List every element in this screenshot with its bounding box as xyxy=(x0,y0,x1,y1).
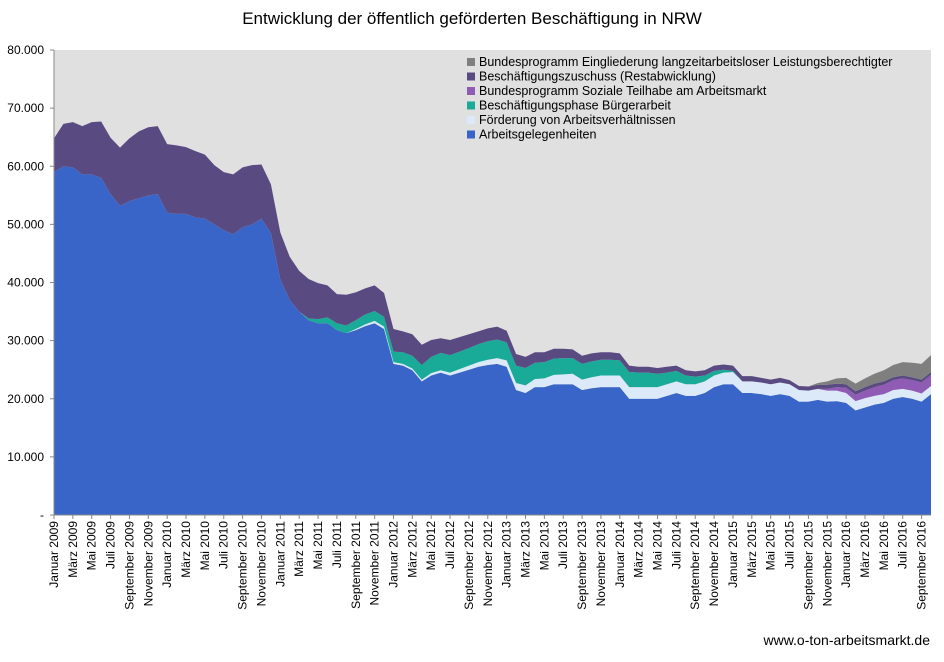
x-tick-label: Juli 2009 xyxy=(104,521,118,569)
x-tick-label: November 2014 xyxy=(707,521,721,607)
x-tick-label: Mai 2015 xyxy=(764,521,778,571)
legend-swatch xyxy=(467,130,475,139)
legend-swatch xyxy=(467,101,475,110)
x-tick-label: Januar 2015 xyxy=(726,521,740,588)
x-tick-label: März 2011 xyxy=(292,521,306,577)
area-series-0 xyxy=(54,166,931,515)
x-tick-label: März 2012 xyxy=(405,521,419,578)
x-tick-label: November 2009 xyxy=(141,521,155,607)
y-tick-label: 60.000 xyxy=(7,159,44,173)
x-tick-label: März 2014 xyxy=(632,521,646,578)
x-tick-label: Juli 2015 xyxy=(783,521,797,569)
legend-label: Beschäftigungszuschuss (Restabwicklung) xyxy=(479,70,716,84)
x-tick-label: September 2009 xyxy=(122,521,136,610)
legend-label: Beschäftigungsphase Bürgerarbeit xyxy=(479,99,671,113)
x-tick-label: November 2015 xyxy=(820,521,834,607)
x-tick-label: Juli 2010 xyxy=(217,521,231,569)
x-tick-label: November 2013 xyxy=(594,521,608,607)
legend-swatch xyxy=(467,58,475,66)
x-tick-label: Mai 2014 xyxy=(651,521,665,571)
x-tick-label: Januar 2012 xyxy=(386,521,400,588)
x-tick-label: September 2013 xyxy=(575,521,589,610)
x-tick-label: September 2010 xyxy=(236,521,250,610)
y-tick-label: 80.000 xyxy=(7,43,44,57)
area-layers xyxy=(54,121,931,515)
x-tick-label: März 2009 xyxy=(66,521,80,578)
x-tick-label: Januar 2011 xyxy=(273,521,287,587)
x-tick-label: März 2016 xyxy=(858,521,872,578)
y-tick-label: - xyxy=(40,508,44,522)
area-series-4 xyxy=(54,121,931,395)
x-tick-label: März 2013 xyxy=(519,521,533,578)
x-tick-label: Juli 2016 xyxy=(896,521,910,569)
x-tick-label: Juli 2012 xyxy=(443,521,457,569)
x-tick-label: Mai 2012 xyxy=(424,521,438,571)
y-tick-label: 30.000 xyxy=(7,334,44,348)
x-tick-label: Januar 2009 xyxy=(47,521,61,588)
legend-swatch xyxy=(467,72,475,81)
x-tick-label: Juli 2011 xyxy=(330,521,344,568)
y-tick-label: 10.000 xyxy=(7,450,44,464)
x-tick-label: September 2016 xyxy=(915,521,929,610)
x-tick-label: September 2011 xyxy=(349,521,363,609)
x-tick-label: Mai 2010 xyxy=(198,521,212,571)
x-tick-label: September 2012 xyxy=(462,521,476,610)
legend: Bundesprogramm Eingliederung langzeitarb… xyxy=(467,55,892,142)
axes: - 10.000 20.000 30.000 40.000 50.000 60.000 70.… xyxy=(7,43,931,610)
legend-label: Arbeitsgelegenheiten xyxy=(479,128,596,142)
x-tick-label: November 2010 xyxy=(254,521,268,607)
x-tick-label: September 2015 xyxy=(801,521,815,610)
legend-label: Bundesprogramm Soziale Teilhabe am Arbei… xyxy=(479,84,767,98)
x-tick-label: Mai 2013 xyxy=(537,521,551,571)
x-tick-label: Juli 2013 xyxy=(556,521,570,569)
y-tick-label: 40.000 xyxy=(7,276,44,290)
area-series-2 xyxy=(54,166,931,402)
y-tick-label: 50.000 xyxy=(7,217,44,231)
x-tick-label: März 2010 xyxy=(179,521,193,578)
legend-label: Bundesprogramm Eingliederung langzeitarb… xyxy=(479,55,892,69)
x-tick-label: Januar 2016 xyxy=(839,521,853,588)
x-tick-label: November 2012 xyxy=(481,521,495,607)
x-tick-label: November 2011 xyxy=(368,521,382,606)
legend-swatch xyxy=(467,87,475,95)
x-tick-label: Juli 2014 xyxy=(669,521,683,569)
x-tick-label: Januar 2010 xyxy=(160,521,174,588)
x-tick-label: Januar 2013 xyxy=(500,521,514,588)
x-tick-label: Januar 2014 xyxy=(613,521,627,588)
area-series-1 xyxy=(54,166,931,411)
source-url: www.o-ton-arbeitsmarkt.de xyxy=(763,632,930,648)
legend-label: Förderung von Arbeitsverhältnissen xyxy=(479,113,676,127)
chart-title: Entwicklung der öffentlich geförderten B… xyxy=(242,9,702,28)
x-tick-label: Mai 2009 xyxy=(85,521,99,571)
y-tick-label: 20.000 xyxy=(7,392,44,406)
x-tick-label: Mai 2016 xyxy=(877,521,891,571)
legend-swatch xyxy=(467,116,475,124)
x-tick-label: März 2015 xyxy=(745,521,759,578)
x-tick-label: Mai 2011 xyxy=(311,521,325,570)
x-tick-label: September 2014 xyxy=(688,521,702,610)
y-tick-label: 70.000 xyxy=(7,101,44,115)
